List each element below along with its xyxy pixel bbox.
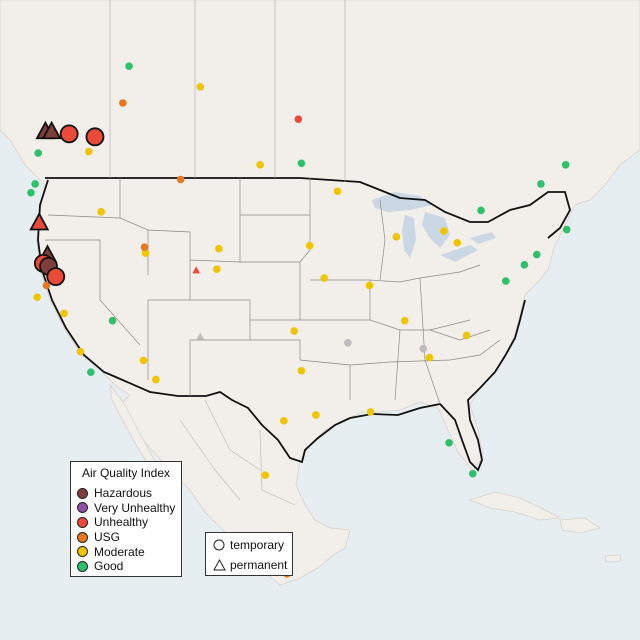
monitor-circle <box>297 159 306 168</box>
monitor-circle <box>537 180 545 188</box>
circle-icon <box>212 539 226 551</box>
legend-item-unhealthy: Unhealthy <box>71 515 181 530</box>
monitor-circle <box>290 327 298 335</box>
monitor-circle <box>176 175 185 184</box>
monitor-circle <box>294 115 303 123</box>
monitor-circle <box>366 408 375 416</box>
monitor-circle <box>532 250 541 259</box>
monitor-circle <box>468 469 477 478</box>
legend-item-hazardous: Hazardous <box>71 486 181 501</box>
monitor-circle <box>320 274 328 282</box>
monitor-circle <box>344 339 352 347</box>
monitor-circle <box>59 124 79 144</box>
monitor-circle <box>562 225 571 234</box>
monitor-circle <box>212 265 221 274</box>
moderate-swatch <box>77 546 88 558</box>
monitor-circle <box>256 160 264 169</box>
land-hispaniola <box>559 517 601 534</box>
monitor-circle <box>312 411 320 419</box>
very-unhealthy-swatch <box>77 502 88 514</box>
usg-swatch <box>77 531 88 543</box>
monitor-circle <box>33 293 41 301</box>
monitor-circle <box>108 316 117 325</box>
legend-label: Good <box>94 559 124 574</box>
large-monitor-layer <box>29 120 105 286</box>
monitor-circle <box>365 281 374 290</box>
hazardous-swatch <box>77 487 88 499</box>
monitor-triangle <box>192 266 200 274</box>
monitor-circle <box>280 416 288 425</box>
lake-ontario <box>470 232 496 244</box>
monitor-triangle <box>196 332 205 340</box>
lake-michigan <box>402 215 416 258</box>
monitor-circle <box>27 188 35 197</box>
monitor-circle <box>60 309 68 318</box>
legend-label: USG <box>94 530 121 545</box>
monitor-circle <box>462 331 471 340</box>
land-cuba <box>468 491 562 521</box>
monitor-circle <box>196 83 205 91</box>
monitor-circle <box>305 241 314 250</box>
legend-item-very-unhealthy: Very Unhealthy <box>71 501 181 516</box>
monitor-circle <box>445 439 453 447</box>
monitor-circle <box>419 344 428 353</box>
legend-label: Hazardous <box>94 486 153 501</box>
monitor-circle <box>139 356 148 365</box>
monitor-circle <box>561 160 570 169</box>
monitor-circle <box>425 353 434 362</box>
state-borders <box>45 178 501 405</box>
monitor-circle <box>141 249 150 257</box>
monitor-circle <box>453 238 462 247</box>
monitor-circle <box>84 147 93 156</box>
monitor-circle <box>502 277 510 285</box>
legend-label: Moderate <box>94 544 145 559</box>
monitor-circle <box>87 368 95 377</box>
legend-item-usg: USG <box>71 530 181 545</box>
triangle-icon <box>212 558 226 571</box>
monitor-type-legend: temporary permanent <box>205 532 293 576</box>
temporary-label: temporary <box>230 537 285 552</box>
us-border <box>37 177 571 472</box>
monitor-circle <box>440 227 448 235</box>
monitor-circle <box>152 375 160 384</box>
lake-huron <box>422 212 450 248</box>
monitor-circle <box>520 261 529 269</box>
lake-erie <box>440 245 478 262</box>
monitor-circle <box>392 233 401 241</box>
legend-item-moderate: Moderate <box>71 544 181 559</box>
lake-superior <box>372 192 432 212</box>
monitor-circle <box>140 243 149 251</box>
monitor-circle <box>42 281 51 290</box>
monitor-circle <box>119 99 127 107</box>
land-puerto-rico <box>604 554 622 563</box>
permanent-label: permanent <box>230 557 288 572</box>
monitor-circle <box>31 180 39 188</box>
legend-item-permanent: permanent <box>206 556 292 573</box>
monitor-circle <box>333 187 342 196</box>
unhealthy-swatch <box>77 516 88 528</box>
legend-item-good: Good <box>71 559 181 574</box>
monitor-circle <box>400 316 409 325</box>
monitor-circle <box>215 244 223 253</box>
aqi-legend: Air Quality Index Hazardous Very Unhealt… <box>70 461 182 577</box>
monitor-circle <box>261 471 270 480</box>
monitor-circle <box>34 149 42 157</box>
monitor-circle <box>76 347 85 356</box>
aqi-legend-title: Air Quality Index <box>81 466 171 480</box>
monitor-circle <box>85 127 105 147</box>
mexico-state-borders <box>179 399 296 506</box>
monitor-circle <box>46 267 66 286</box>
monitor-circle <box>97 208 105 216</box>
monitor-circle <box>125 62 133 71</box>
good-swatch <box>77 560 88 572</box>
monitor-triangle <box>29 211 50 231</box>
legend-item-temporary: temporary <box>206 536 292 553</box>
monitor-circle <box>477 206 485 215</box>
land-north-america <box>0 0 640 586</box>
monitor-circle <box>297 366 306 375</box>
legend-label: Unhealthy <box>94 515 149 530</box>
canada-province-borders <box>109 0 346 182</box>
legend-label: Very Unhealthy <box>94 500 176 515</box>
monitor-triangle <box>41 120 62 140</box>
